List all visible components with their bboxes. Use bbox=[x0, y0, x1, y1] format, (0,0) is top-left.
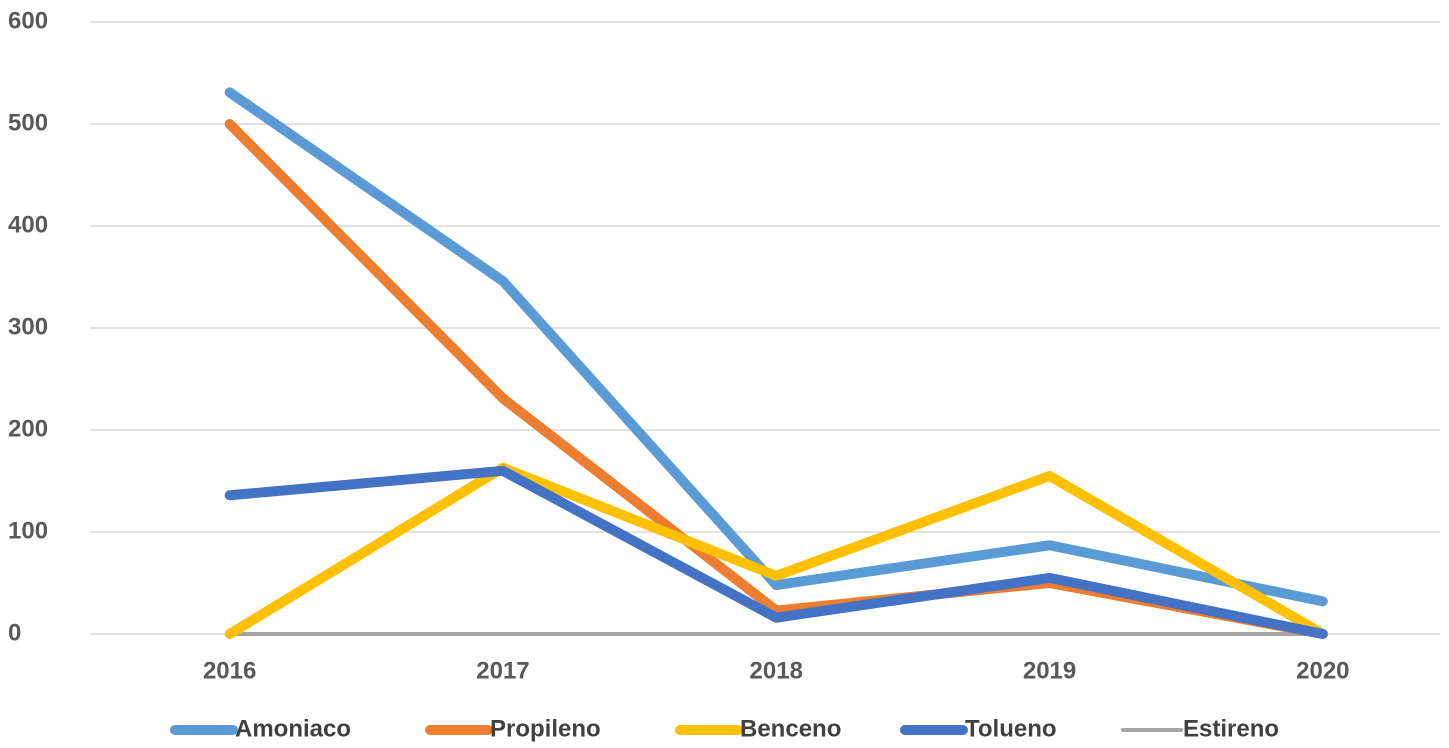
y-tick-label: 500 bbox=[8, 109, 48, 136]
y-tick-label: 0 bbox=[8, 619, 21, 646]
series-line bbox=[224, 462, 1328, 639]
legend-label: Benceno bbox=[740, 715, 841, 742]
y-tick-label: 300 bbox=[8, 313, 48, 340]
y-tick-label: 400 bbox=[8, 211, 48, 238]
legend-label: Estireno bbox=[1183, 715, 1279, 742]
x-tick-label: 2020 bbox=[1296, 657, 1349, 684]
series-line bbox=[224, 87, 1328, 607]
y-tick-label: 100 bbox=[8, 517, 48, 544]
legend-label: Amoniaco bbox=[235, 715, 351, 742]
x-tick-label: 2019 bbox=[1023, 657, 1076, 684]
x-tick-label: 2016 bbox=[203, 657, 256, 684]
series-line bbox=[224, 465, 1328, 639]
legend-label: Propileno bbox=[490, 715, 601, 742]
y-tick-label: 600 bbox=[8, 7, 48, 34]
legend-label: Tolueno bbox=[965, 715, 1057, 742]
y-tick-label: 200 bbox=[8, 415, 48, 442]
x-tick-label: 2017 bbox=[476, 657, 529, 684]
x-tick-label: 2018 bbox=[750, 657, 803, 684]
